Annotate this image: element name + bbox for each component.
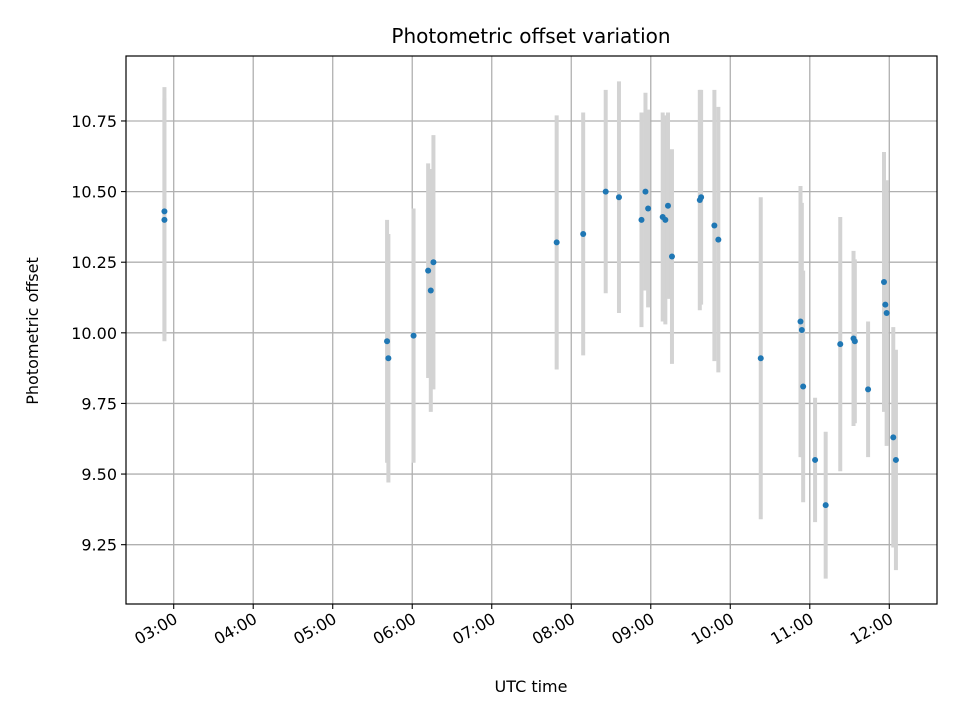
data-point <box>812 456 819 463</box>
data-point <box>664 202 671 209</box>
data-point <box>837 341 844 348</box>
data-point <box>798 327 805 333</box>
data-point <box>880 278 887 285</box>
data-point <box>851 338 858 345</box>
data-point <box>800 383 807 390</box>
data-point <box>757 355 764 362</box>
chart-title: Photometric offset variation <box>391 24 670 48</box>
data-point <box>161 216 168 223</box>
data-point <box>602 188 609 195</box>
data-point <box>890 434 897 441</box>
y-tick-label: 9.50 <box>81 465 117 484</box>
y-tick-label: 9.75 <box>81 394 117 413</box>
data-point <box>711 222 718 229</box>
data-point <box>882 301 889 308</box>
data-point <box>638 216 645 223</box>
y-tick-label: 10.75 <box>71 112 117 131</box>
y-tick-label: 10.50 <box>71 183 117 202</box>
plot-frame <box>125 55 938 605</box>
y-tick-label: 10.00 <box>71 324 117 343</box>
data-point <box>642 188 649 195</box>
data-point <box>384 338 391 345</box>
y-axis-title: Photometric offset <box>23 257 42 405</box>
data-point <box>430 259 437 266</box>
y-tick-label: 10.25 <box>71 253 117 272</box>
data-point <box>662 216 669 223</box>
data-point <box>161 208 168 215</box>
data-point <box>797 318 804 325</box>
data-point <box>385 355 392 362</box>
data-point <box>615 194 622 201</box>
data-point <box>425 267 432 274</box>
data-point <box>865 386 872 393</box>
data-point <box>668 253 675 260</box>
x-axis-title: UTC time <box>495 677 568 696</box>
data-point <box>715 236 722 243</box>
data-point <box>645 205 652 212</box>
y-tick-label: 9.25 <box>81 536 117 555</box>
data-point <box>410 332 417 339</box>
data-point <box>892 456 899 463</box>
data-point <box>883 310 890 317</box>
data-points <box>161 188 899 509</box>
data-point <box>822 502 829 509</box>
data-point <box>698 194 705 201</box>
data-point <box>427 287 434 294</box>
data-point <box>553 239 560 246</box>
data-point <box>580 230 587 237</box>
